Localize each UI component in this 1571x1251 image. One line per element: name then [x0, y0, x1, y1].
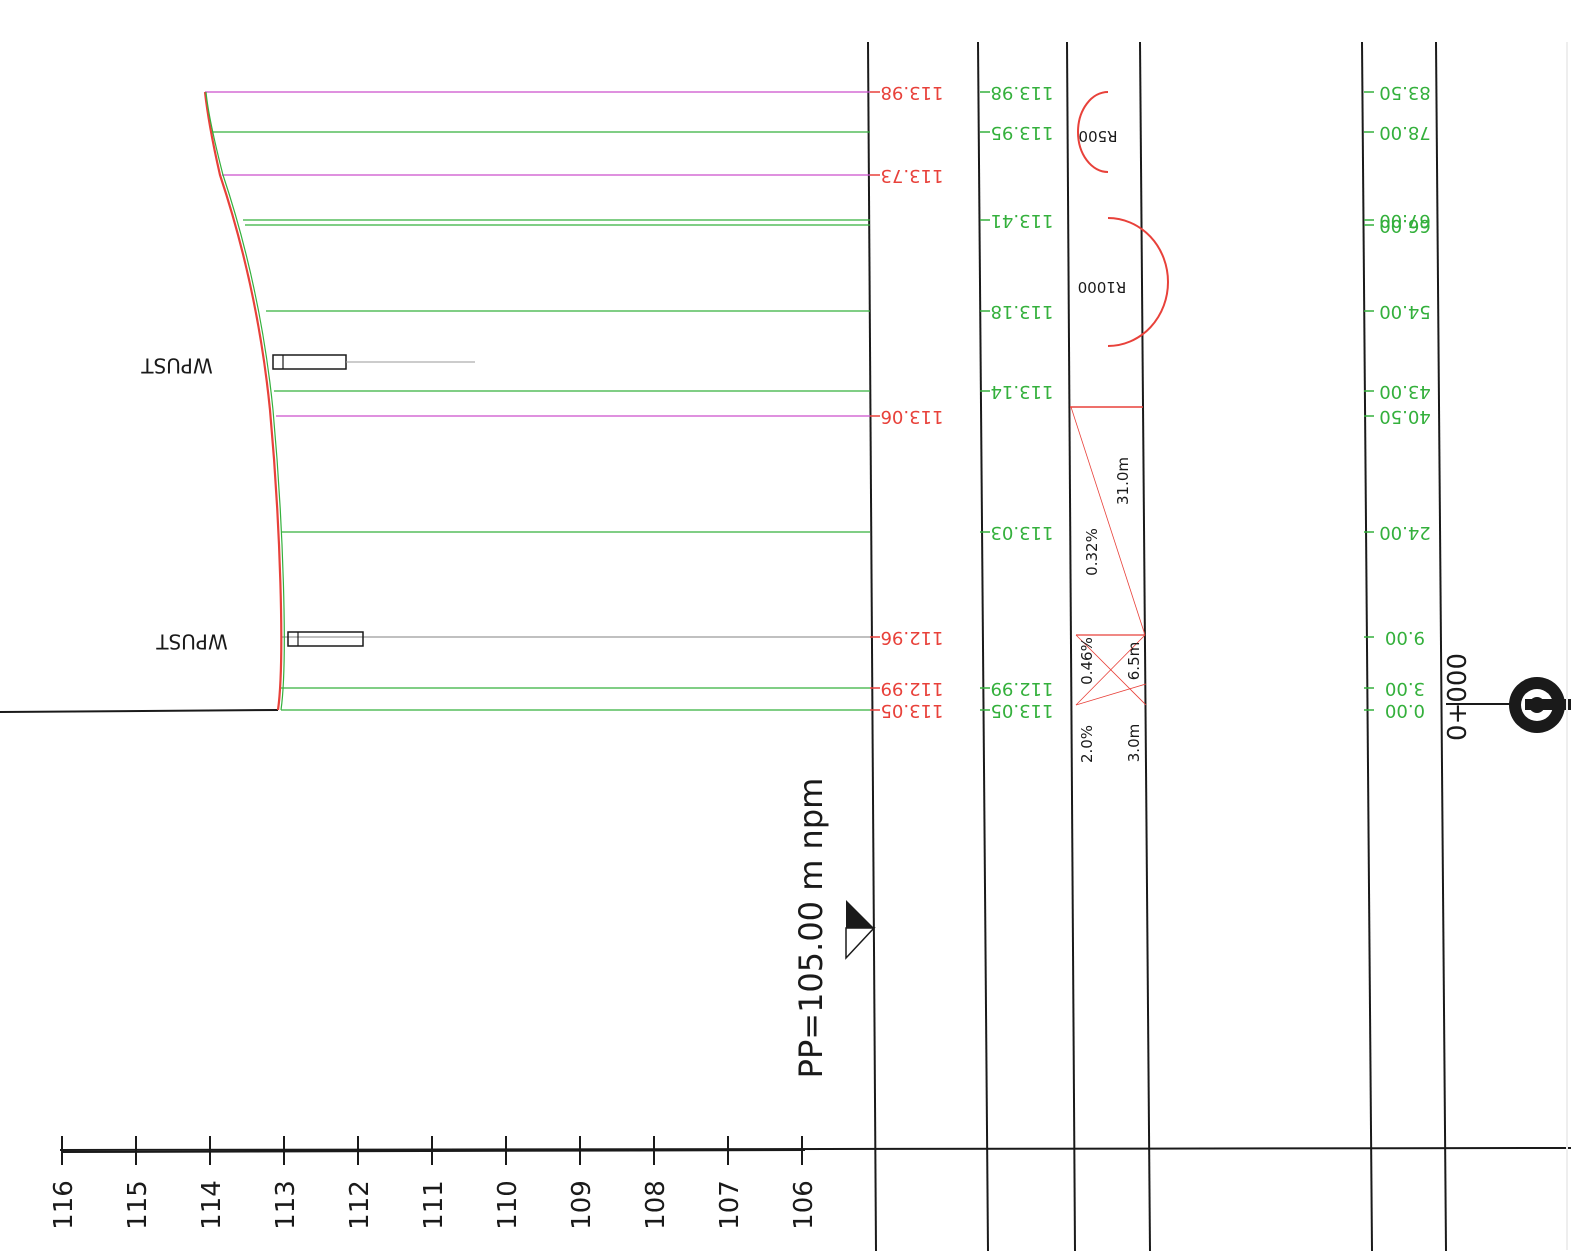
structure-wpust-upper: WPUST	[141, 354, 475, 378]
band-line-design	[867, 41, 877, 1251]
datum-triangle-open	[845, 927, 876, 960]
structure-box	[287, 631, 364, 647]
terrain-elevation-label: 113.95	[991, 122, 1054, 143]
station-label: 40.50	[1379, 406, 1431, 427]
design-elevation-label: 113.98	[881, 82, 944, 103]
curve-label-r500: R500	[1078, 127, 1117, 145]
design-profile-curve	[203, 91, 283, 711]
scale-tick-label: 110	[493, 1180, 523, 1230]
scale-tick-label: 106	[789, 1180, 819, 1230]
terrain-elevation-label: 113.05	[991, 700, 1054, 721]
scale-tick-label: 115	[123, 1180, 153, 1230]
chainage-label: 0+000	[1443, 653, 1473, 741]
curve-label-r1000: R1000	[1078, 278, 1127, 296]
design-elevation-label: 113.73	[881, 165, 944, 186]
station-label: 78.00	[1379, 122, 1431, 143]
band-line-geometry-left	[1066, 41, 1076, 1251]
station-label: 0.00	[1385, 700, 1425, 721]
structure-label: WPUST	[141, 354, 213, 378]
structure-wpust-lower: WPUST	[156, 630, 364, 654]
band-line-station-right	[1435, 41, 1447, 1251]
grade-label: 0.32%	[1083, 528, 1101, 576]
terrain-elevation-label: 113.14	[991, 381, 1054, 402]
chainage-marker: 0+000	[1443, 653, 1571, 741]
terrain-elevation-label: 113.41	[991, 210, 1054, 231]
base-line	[59, 1147, 1571, 1151]
band-line-geometry-right	[1139, 41, 1151, 1251]
grade-diagonal	[1070, 406, 1146, 636]
band-lines	[867, 41, 1447, 1251]
scale-tick-label: 111	[419, 1180, 449, 1230]
design-elevation-label: 113.05	[881, 700, 944, 721]
band-line-station-left	[1361, 41, 1373, 1251]
elevation-scale: 116 115 114 113 112 111 110 109 108 107 106	[49, 1136, 819, 1230]
structure-box	[272, 354, 347, 370]
station-label: 83.50	[1379, 82, 1431, 103]
grade-length-label: 6.5m	[1125, 642, 1143, 680]
curve-arc-r1000	[1107, 217, 1169, 347]
datum-marker	[845, 900, 876, 960]
scale-tick-label: 113	[271, 1180, 301, 1230]
station-label: 24.00	[1379, 522, 1431, 543]
grade-diagonal	[1075, 683, 1147, 706]
band-line-terrain	[977, 41, 989, 1251]
terrain-elevation-label: 113.03	[991, 522, 1054, 543]
grade-length-label: 3.0m	[1125, 724, 1143, 762]
station-label: 9.00	[1385, 627, 1425, 648]
station-label: 67.00	[1379, 210, 1431, 231]
grade-diagonal	[1075, 634, 1147, 706]
design-elevation-label: 113.06	[881, 406, 944, 427]
terrain-profile-curve	[205, 91, 285, 711]
curve-arc-r500	[1077, 91, 1109, 173]
scale-tick-label: 112	[345, 1180, 375, 1230]
station-label: 66.00	[1379, 215, 1431, 236]
datum-label: PP=105.00 m npm	[792, 778, 830, 1079]
scale-tick-label: 114	[197, 1180, 227, 1230]
scale-tick-label: 108	[641, 1180, 671, 1230]
station-label: 3.00	[1385, 678, 1425, 699]
datum-triangle-filled	[846, 900, 874, 928]
geometry-band: R500 R1000 0.32% 31.0m 0.46% 6.5m 2.0% 3…	[1070, 91, 1169, 763]
chainage-bar	[1525, 699, 1571, 710]
terrain-elevation-label: 113.18	[991, 301, 1054, 322]
structure-label: WPUST	[156, 630, 228, 654]
grade-length-label: 31.0m	[1114, 457, 1132, 505]
terrain-elevation-label: 113.98	[991, 82, 1054, 103]
scale-tick-label: 116	[49, 1180, 79, 1230]
terrain-elevation-label: 112.99	[991, 678, 1054, 699]
design-elevation-label: 112.96	[881, 627, 944, 648]
grade-label: 0.46%	[1078, 637, 1096, 685]
terrain-elevation-labels: 113.98 113.95 113.41 113.18 113.14 113.03 112.…	[980, 82, 1053, 721]
scale-tick-label: 109	[567, 1180, 597, 1230]
station-label: 54.00	[1379, 301, 1431, 322]
scale-tick-label: 107	[715, 1180, 745, 1230]
design-elevation-label: 112.99	[881, 678, 944, 699]
grade-label: 2.0%	[1078, 725, 1096, 763]
scale-axis	[61, 1149, 806, 1153]
row-lines	[205, 91, 870, 711]
station-label: 43.00	[1379, 381, 1431, 402]
baseline-left	[0, 709, 279, 713]
